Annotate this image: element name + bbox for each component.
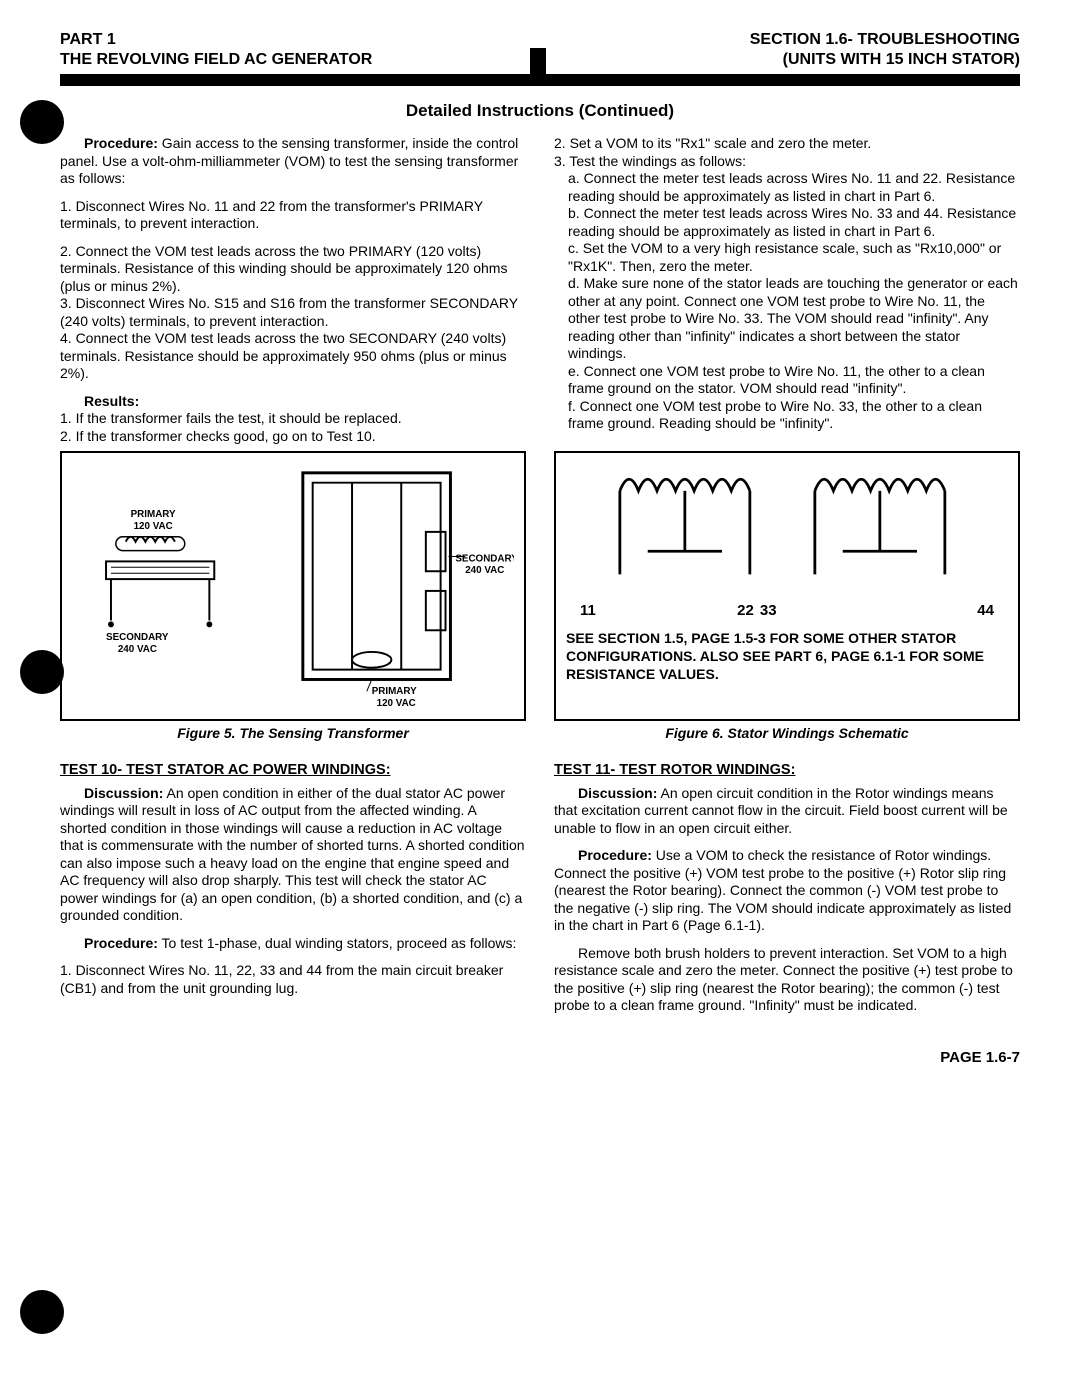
r-step3f: f. Connect one VOM test probe to Wire No… (568, 398, 1020, 433)
header-right-line1: SECTION 1.6- TROUBLESHOOTING (750, 30, 1020, 50)
test11-para2: Remove both brush holders to prevent int… (554, 945, 1020, 1015)
bottom-columns: TEST 10- TEST STATOR AC POWER WINDINGS: … (60, 753, 1020, 1025)
fig6-n11: 11 (580, 602, 621, 621)
svg-text:240 VAC: 240 VAC (465, 565, 504, 576)
figures-row: PRIMARY 120 VAC SECONDARY 240 VAC SECOND… (60, 451, 1020, 743)
header-divider-bar (60, 74, 1020, 86)
test10-discussion-label: Discussion: (84, 785, 163, 801)
test10-step1: 1. Disconnect Wires No. 11, 22, 33 and 4… (60, 962, 526, 997)
svg-text:240 VAC: 240 VAC (118, 644, 157, 655)
fig6-n22: 22 (621, 602, 753, 621)
svg-text:SECONDARY: SECONDARY (455, 554, 514, 565)
substeps: a. Connect the meter test leads across W… (568, 170, 1020, 433)
test10-procedure-label: Procedure: (84, 935, 158, 951)
figure5-svg: PRIMARY 120 VAC SECONDARY 240 VAC SECOND… (72, 463, 514, 709)
bottom-left-col: TEST 10- TEST STATOR AC POWER WINDINGS: … (60, 753, 526, 1025)
figure6-numbers: 11 22 33 44 (566, 602, 1008, 621)
test10-heading: TEST 10- TEST STATOR AC POWER WINDINGS: (60, 761, 526, 779)
test11-procedure-para: Procedure: Use a VOM to check the resist… (554, 847, 1020, 935)
r-step3d: d. Make sure none of the stator leads ar… (568, 275, 1020, 363)
test10-discussion-text: An open condition in either of the dual … (60, 785, 525, 924)
procedure-para: Procedure: Gain access to the sensing tr… (60, 135, 526, 188)
r-step3a: a. Connect the meter test leads across W… (568, 170, 1020, 205)
test11-discussion-label: Discussion: (578, 785, 657, 801)
test10-discussion-para: Discussion: An open condition in either … (60, 785, 526, 925)
fig6-n44: 44 (804, 602, 994, 621)
svg-text:120 VAC: 120 VAC (377, 698, 416, 709)
header-left-line1: PART 1 (60, 30, 372, 50)
left-column: Procedure: Gain access to the sensing tr… (60, 135, 526, 445)
left-step4: 4. Connect the VOM test leads across the… (60, 330, 526, 383)
figure6-caption: Figure 6. Stator Windings Schematic (554, 725, 1020, 743)
left-step3: 3. Disconnect Wires No. S15 and S16 from… (60, 295, 526, 330)
r-step3: 3. Test the windings as follows: (554, 153, 1020, 171)
test10-procedure-text: To test 1-phase, dual winding stators, p… (158, 935, 517, 951)
margin-dot-2 (20, 650, 64, 694)
margin-dot-3 (20, 1290, 64, 1334)
figure5-box: PRIMARY 120 VAC SECONDARY 240 VAC SECOND… (60, 451, 526, 721)
r-step2: 2. Set a VOM to its "Rx1" scale and zero… (554, 135, 1020, 153)
procedure-label: Procedure: (84, 135, 158, 151)
test11-procedure-label: Procedure: (578, 847, 652, 863)
svg-text:120 VAC: 120 VAC (134, 521, 173, 532)
figure6-note: SEE SECTION 1.5, PAGE 1.5-3 FOR SOME OTH… (566, 629, 1008, 684)
bottom-right-col: TEST 11- TEST ROTOR WINDINGS: Discussion… (554, 753, 1020, 1025)
page-number: PAGE 1.6-7 (60, 1049, 1020, 1068)
figure6-svg (566, 463, 1008, 593)
figure6-box: 11 22 33 44 SEE SECTION 1.5, PAGE 1.5-3 … (554, 451, 1020, 721)
left-step2: 2. Connect the VOM test leads across the… (60, 243, 526, 296)
r-step3c: c. Set the VOM to a very high resistance… (568, 240, 1020, 275)
r-step3e: e. Connect one VOM test probe to Wire No… (568, 363, 1020, 398)
left-step1: 1. Disconnect Wires No. 11 and 22 from t… (60, 198, 526, 233)
top-columns: Procedure: Gain access to the sensing tr… (60, 135, 1020, 445)
figure6-container: 11 22 33 44 SEE SECTION 1.5, PAGE 1.5-3 … (554, 451, 1020, 743)
test10-procedure-para: Procedure: To test 1-phase, dual winding… (60, 935, 526, 953)
header-right-line2: (UNITS WITH 15 INCH STATOR) (750, 50, 1020, 70)
r-step3b: b. Connect the meter test leads across W… (568, 205, 1020, 240)
right-column: 2. Set a VOM to its "Rx1" scale and zero… (554, 135, 1020, 445)
figure5-container: PRIMARY 120 VAC SECONDARY 240 VAC SECOND… (60, 451, 526, 743)
fig6-n33: 33 (754, 602, 804, 621)
result1: 1. If the transformer fails the test, it… (60, 410, 526, 428)
figure5-caption: Figure 5. The Sensing Transformer (60, 725, 526, 743)
result2: 2. If the transformer checks good, go on… (60, 428, 526, 446)
section-title: Detailed Instructions (Continued) (60, 100, 1020, 121)
svg-text:SECONDARY: SECONDARY (106, 632, 169, 643)
svg-text:PRIMARY: PRIMARY (131, 509, 176, 520)
test11-discussion-para: Discussion: An open circuit condition in… (554, 785, 1020, 838)
test11-heading: TEST 11- TEST ROTOR WINDINGS: (554, 761, 1020, 779)
margin-dot-1 (20, 100, 64, 144)
results-label: Results: (84, 393, 139, 409)
svg-text:PRIMARY: PRIMARY (372, 686, 417, 697)
header-left-line2: THE REVOLVING FIELD AC GENERATOR (60, 50, 372, 70)
